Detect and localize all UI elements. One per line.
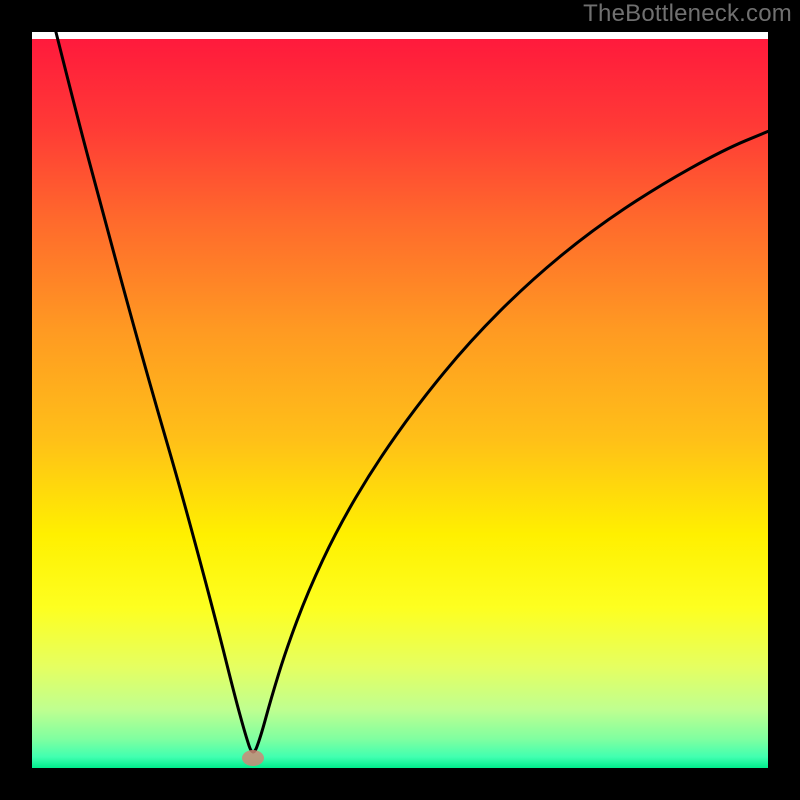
- chart-container: TheBottleneck.com: [0, 0, 800, 800]
- curve-svg: [32, 32, 768, 768]
- watermark-text: TheBottleneck.com: [583, 0, 792, 28]
- bottleneck-curve: [50, 32, 768, 752]
- plot-area: [32, 32, 768, 768]
